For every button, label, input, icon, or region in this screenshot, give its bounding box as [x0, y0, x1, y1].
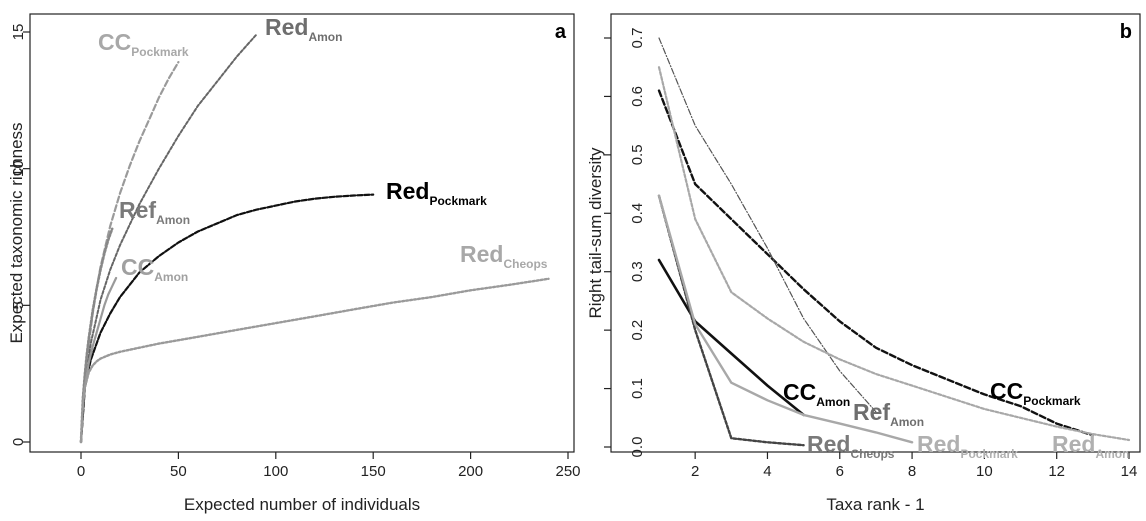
panel-letter: b — [1120, 21, 1132, 43]
y-tick-label: 0.6 — [629, 86, 646, 107]
series-label-CCPockmark: CCPockmark — [990, 378, 1081, 408]
series-label-sub: Amon — [816, 395, 850, 409]
plot-frame — [610, 13, 1141, 453]
series-line-CCPockmark — [657, 89, 1094, 437]
series-label-main: Ref — [853, 399, 890, 425]
y-tick-label: 5 — [10, 301, 27, 309]
series-label-sub: Amon — [308, 30, 342, 44]
series-label-RefAmon: RefAmon — [853, 399, 924, 429]
x-tick-label: 4 — [763, 463, 771, 480]
y-tick-label: 0.0 — [629, 437, 646, 458]
plot-frame — [29, 13, 575, 453]
x-tick-label: 250 — [555, 463, 580, 480]
series-label-sub: Pockmark — [960, 447, 1018, 461]
series-label-sub: Amon — [890, 415, 924, 429]
series-group — [79, 33, 550, 444]
x-tick-label: 50 — [170, 463, 187, 480]
series-group — [657, 37, 1131, 447]
x-tick-label: 2 — [691, 463, 699, 480]
series-line-RedAmon — [80, 33, 258, 443]
panel-letter: a — [555, 21, 567, 43]
x-tick-label: 10 — [976, 463, 993, 480]
y-tick-label: 15 — [10, 24, 27, 41]
series-label-main: Red — [917, 431, 960, 457]
series-label-main: Red — [1052, 431, 1095, 457]
series-label-RedCheops: RedCheops — [460, 241, 548, 271]
y-tick-label: 0.4 — [629, 203, 646, 224]
x-tick-label: 14 — [1121, 463, 1138, 480]
series-label-sub: Amon — [156, 213, 190, 227]
series-label-RedAmon: RedAmon — [265, 14, 342, 44]
series-label-sub: Pockmark — [1023, 394, 1081, 408]
series-label-RedPockmark: RedPockmark — [917, 431, 1018, 461]
y-tick-label: 0.1 — [629, 378, 646, 399]
series-label-CCPockmark: CCPockmark — [98, 29, 189, 59]
series-label-CCAmon: CCAmon — [121, 254, 188, 284]
series-label-main: CC — [990, 378, 1023, 404]
series-label-sub: Pockmark — [131, 45, 189, 59]
series-label-RedCheops: RedCheops — [807, 431, 895, 461]
series-label-main: Ref — [119, 197, 156, 223]
y-tick-label: 0 — [10, 438, 27, 446]
y-tick-label: 0.5 — [629, 144, 646, 165]
x-tick-label: 200 — [458, 463, 483, 480]
series-label-RefAmon: RefAmon — [119, 197, 190, 227]
y-axis-title: Expected taxonomic richness — [7, 122, 26, 343]
series-label-sub: Cheops — [503, 257, 547, 271]
y-axis-title: Right tail-sum diversity — [586, 147, 605, 318]
series-label-RedPockmark: RedPockmark — [386, 178, 487, 208]
series-label-main: Red — [265, 14, 308, 40]
series-line-RedAmon — [657, 66, 1131, 442]
series-label-main: CC — [121, 254, 154, 280]
panel-a: 0 50 100 150 200 250 0 5 10 15 Expected number of … — [7, 13, 581, 514]
series-label-sub: Amon — [1095, 447, 1129, 461]
y-tick-label: 0.3 — [629, 261, 646, 282]
series-label-main: Red — [807, 431, 850, 457]
x-tick-label: 12 — [1048, 463, 1065, 480]
series-label-main: Red — [386, 178, 429, 204]
series-line-RedPockmark — [79, 193, 375, 444]
x-axis-title: Taxa rank - 1 — [826, 495, 924, 514]
x-tick-label: 150 — [361, 463, 386, 480]
x-tick-label: 100 — [263, 463, 288, 480]
x-axis-title: Expected number of individuals — [184, 495, 420, 514]
y-tick-label: 0.7 — [629, 28, 646, 49]
panel-b: 2 4 6 8 10 12 14 0.0 0.1 0.2 0.3 0.4 0.5 0.6 0.7 Taxa r… — [586, 13, 1141, 514]
series-label-main: CC — [98, 29, 131, 55]
x-tick-label: 0 — [77, 463, 85, 480]
series-line-RedCheops — [79, 277, 550, 444]
series-line-CCAmon — [657, 258, 805, 417]
series-label-main: CC — [783, 379, 816, 405]
series-label-main: Red — [460, 241, 503, 267]
y-tick-label: 0.2 — [629, 320, 646, 341]
series-line-RefAmon — [79, 227, 114, 444]
series-label-sub: Cheops — [850, 447, 894, 461]
series-label-sub: Pockmark — [429, 194, 487, 208]
y-tick-label: 10 — [10, 160, 27, 177]
x-tick-label: 6 — [836, 463, 844, 480]
series-label-RedAmon: RedAmon — [1052, 431, 1129, 461]
series-label-CCAmon: CCAmon — [783, 379, 850, 409]
series-line-RedCheops — [657, 194, 805, 447]
series-line-RefAmon — [658, 37, 877, 413]
series-line-RedPockmark — [657, 194, 914, 444]
series-label-sub: Amon — [154, 270, 188, 284]
x-tick-label: 8 — [908, 463, 916, 480]
